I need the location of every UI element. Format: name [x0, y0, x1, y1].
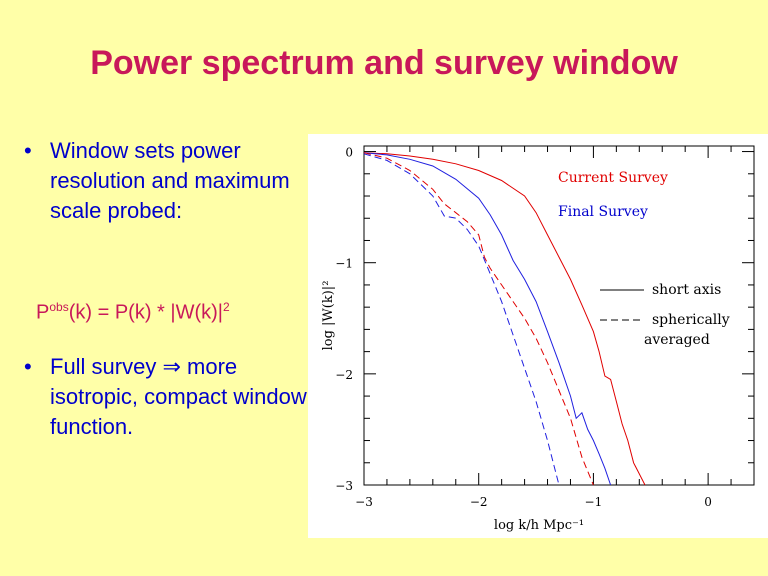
formula-body: (k) = P(k) * |W(k)|: [68, 301, 223, 324]
chart-svg: −3 −2 −1 0 0 −1 −2 −3 log |W(k)|² log k/h Mpc⁻¹…: [321, 145, 755, 533]
bullet-text-window: Window sets power resolution and maximum…: [50, 138, 290, 223]
x-tick-label: −1: [585, 495, 603, 509]
series-current-spherical: [363, 152, 594, 486]
legend-averaged: averaged: [644, 332, 710, 348]
label-current-survey: Current Survey: [558, 170, 668, 186]
slide-title: Power spectrum and survey window: [90, 44, 678, 82]
window-function-plot: −3 −2 −1 0 0 −1 −2 −3 log |W(k)|² log k/h Mpc⁻¹…: [308, 134, 768, 538]
x-axis-label: log k/h Mpc⁻¹: [494, 518, 584, 533]
y-tick-label: 0: [345, 146, 353, 160]
plot-border: [363, 145, 755, 486]
bullet-text-full-survey: Full survey ⇒ more isotropic, compact wi…: [50, 354, 307, 439]
label-final-survey: Final Survey: [558, 204, 648, 220]
x-tick-label: −3: [355, 495, 373, 509]
bullet-item: • Window sets power resolution and maxim…: [22, 136, 307, 226]
x-tick-label: 0: [704, 495, 712, 509]
series-current-short-axis: [363, 152, 646, 486]
formula-sup: obs: [49, 300, 69, 314]
y-axis-label: log |W(k)|²: [321, 281, 336, 351]
y-tick-label: −2: [335, 368, 353, 382]
axis-labels: log |W(k)|² log k/h Mpc⁻¹: [321, 281, 584, 533]
y-tick-label: −3: [335, 479, 353, 493]
bullet-glyph: •: [24, 354, 32, 379]
x-tick-label: −2: [470, 495, 488, 509]
y-tick-label: −1: [335, 257, 353, 271]
window-formula: Pobs(k) = P(k) * |W(k)|2: [36, 300, 230, 325]
bullet-list: • Window sets power resolution and maxim…: [22, 136, 307, 442]
chart-annotations: Current Survey Final Survey short axis s…: [558, 170, 730, 348]
series-group: [363, 152, 646, 486]
legend-spherically: spherically: [652, 312, 730, 328]
axis-ticks: −3 −2 −1 0 0 −1 −2 −3: [335, 146, 755, 509]
plot-frame: [363, 145, 755, 486]
bullet-glyph: •: [24, 138, 32, 163]
series-final-spherical: [363, 153, 560, 486]
series-final-short-axis: [363, 152, 612, 486]
legend-short-axis: short axis: [652, 282, 721, 298]
formula-p: P: [36, 301, 50, 324]
bullet-item: • Full survey ⇒ more isotropic, compact …: [22, 352, 307, 442]
formula-exponent: 2: [222, 300, 230, 314]
